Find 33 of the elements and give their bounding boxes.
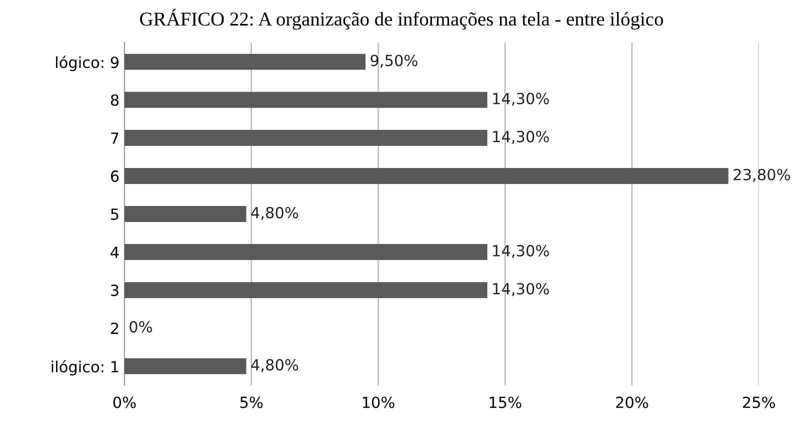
- data-label: 14,30%: [493, 92, 549, 106]
- data-label: 14,30%: [493, 282, 549, 296]
- data-label: 23,80%: [734, 168, 790, 182]
- bar: [124, 54, 366, 70]
- y-tick-label: 8: [110, 94, 119, 106]
- x-tick-label: 15%: [490, 396, 522, 408]
- x-tick-label: 5%: [240, 396, 263, 408]
- data-label: 14,30%: [493, 130, 549, 144]
- bar: [124, 168, 728, 184]
- data-label: 0%: [130, 321, 152, 333]
- y-tick-label: 4: [110, 246, 119, 258]
- bar: [124, 92, 488, 108]
- y-tick-label: ilógico: 1: [52, 360, 118, 376]
- bar: [124, 206, 246, 222]
- data-label: 4,80%: [251, 359, 298, 372]
- x-tick-label: 25%: [742, 396, 775, 408]
- bar: [124, 130, 488, 146]
- bar: [124, 358, 246, 374]
- bar: [124, 282, 488, 298]
- y-tick-label: 7: [111, 132, 118, 144]
- y-tick-label: 6: [110, 170, 119, 182]
- bar: [124, 244, 488, 260]
- chart-title: GRÁFICO 22: A organização de informações na tela - entre ilógico: [140, 8, 664, 30]
- x-tick-label: 10%: [362, 396, 394, 408]
- x-tick-label: 20%: [616, 396, 648, 408]
- y-tick-label: 2: [111, 322, 118, 334]
- data-label: 14,30%: [493, 244, 549, 258]
- data-label: 4,80%: [251, 206, 298, 220]
- y-tick-label: 5: [111, 208, 118, 220]
- y-tick-label: 3: [111, 284, 118, 296]
- data-label: 9,50%: [370, 54, 418, 68]
- y-tick-label: lógico: 9: [56, 56, 119, 72]
- x-tick-label: 0%: [113, 396, 136, 408]
